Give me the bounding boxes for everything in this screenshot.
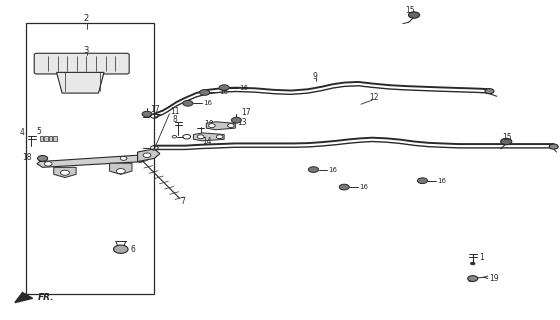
Circle shape	[216, 135, 223, 139]
Text: 6: 6	[130, 245, 135, 254]
Polygon shape	[138, 149, 160, 162]
Polygon shape	[206, 122, 235, 130]
Circle shape	[231, 117, 241, 123]
Polygon shape	[193, 133, 224, 141]
Text: 10: 10	[204, 120, 214, 130]
Circle shape	[199, 90, 209, 95]
Text: 17: 17	[151, 105, 160, 114]
Text: 9: 9	[312, 72, 318, 81]
Circle shape	[143, 153, 151, 157]
Text: 4: 4	[19, 128, 24, 137]
Text: 5: 5	[36, 127, 41, 136]
Circle shape	[417, 178, 427, 184]
Text: 16: 16	[360, 184, 368, 190]
Circle shape	[38, 156, 48, 161]
FancyBboxPatch shape	[34, 53, 129, 74]
Text: 13: 13	[237, 118, 247, 127]
Text: 16: 16	[203, 100, 212, 106]
Text: 16: 16	[220, 90, 228, 95]
Text: 11: 11	[170, 107, 179, 116]
Circle shape	[219, 85, 229, 91]
FancyBboxPatch shape	[49, 136, 52, 141]
Circle shape	[142, 111, 152, 117]
Text: 3: 3	[83, 45, 88, 55]
Circle shape	[549, 144, 558, 149]
Circle shape	[120, 156, 127, 160]
Circle shape	[114, 245, 128, 253]
Circle shape	[197, 135, 204, 139]
Circle shape	[408, 12, 419, 18]
Circle shape	[501, 138, 512, 145]
Circle shape	[60, 170, 69, 175]
Polygon shape	[110, 163, 132, 174]
Text: 8: 8	[172, 115, 178, 124]
Circle shape	[485, 89, 494, 94]
Text: FR.: FR.	[38, 292, 54, 301]
Text: 16: 16	[239, 85, 248, 91]
Circle shape	[183, 100, 193, 106]
Text: 16: 16	[437, 178, 446, 184]
Text: 7: 7	[180, 197, 185, 206]
Circle shape	[309, 167, 319, 172]
Circle shape	[468, 276, 478, 281]
Text: 2: 2	[83, 14, 88, 23]
Polygon shape	[15, 292, 32, 303]
Text: 14: 14	[202, 137, 212, 146]
Circle shape	[339, 184, 349, 190]
FancyBboxPatch shape	[26, 23, 155, 294]
Text: 1: 1	[479, 253, 484, 262]
Circle shape	[208, 124, 215, 127]
FancyBboxPatch shape	[40, 136, 43, 141]
Text: 17: 17	[241, 108, 250, 117]
FancyBboxPatch shape	[44, 136, 48, 141]
Circle shape	[116, 169, 125, 174]
Text: 18: 18	[22, 153, 31, 162]
Circle shape	[44, 162, 52, 166]
FancyBboxPatch shape	[53, 136, 57, 141]
Polygon shape	[54, 167, 76, 178]
Text: 15: 15	[405, 6, 416, 15]
Polygon shape	[37, 155, 143, 167]
Text: 16: 16	[329, 166, 338, 172]
Text: 19: 19	[489, 274, 499, 283]
Circle shape	[227, 124, 234, 127]
Text: 15: 15	[502, 132, 512, 141]
Circle shape	[470, 262, 475, 265]
Text: 12: 12	[369, 93, 379, 102]
Polygon shape	[57, 72, 104, 93]
